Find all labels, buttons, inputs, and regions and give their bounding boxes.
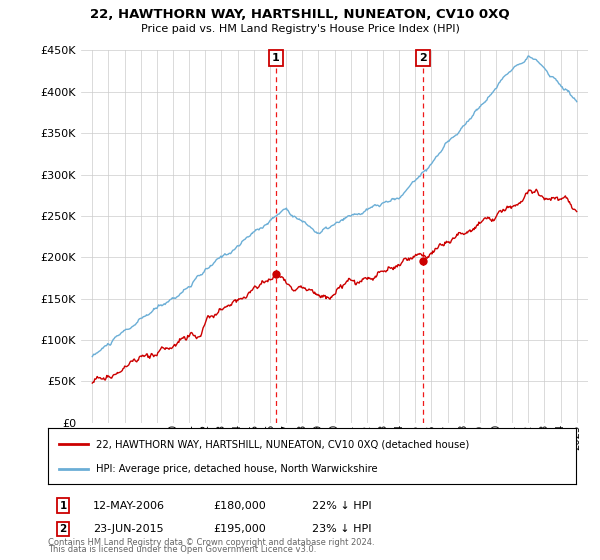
Text: 2: 2 <box>419 53 427 63</box>
Text: 23% ↓ HPI: 23% ↓ HPI <box>312 524 371 534</box>
Text: Price paid vs. HM Land Registry's House Price Index (HPI): Price paid vs. HM Land Registry's House … <box>140 24 460 34</box>
Text: 23-JUN-2015: 23-JUN-2015 <box>93 524 164 534</box>
Text: 12-MAY-2006: 12-MAY-2006 <box>93 501 165 511</box>
Text: This data is licensed under the Open Government Licence v3.0.: This data is licensed under the Open Gov… <box>48 545 316 554</box>
Text: 22% ↓ HPI: 22% ↓ HPI <box>312 501 371 511</box>
Text: 1: 1 <box>272 53 280 63</box>
Text: HPI: Average price, detached house, North Warwickshire: HPI: Average price, detached house, Nort… <box>95 464 377 474</box>
Text: 22, HAWTHORN WAY, HARTSHILL, NUNEATON, CV10 0XQ (detached house): 22, HAWTHORN WAY, HARTSHILL, NUNEATON, C… <box>95 439 469 449</box>
Text: 22, HAWTHORN WAY, HARTSHILL, NUNEATON, CV10 0XQ: 22, HAWTHORN WAY, HARTSHILL, NUNEATON, C… <box>90 8 510 21</box>
Text: 2: 2 <box>59 524 67 534</box>
Text: £180,000: £180,000 <box>213 501 266 511</box>
Text: £195,000: £195,000 <box>213 524 266 534</box>
Text: Contains HM Land Registry data © Crown copyright and database right 2024.: Contains HM Land Registry data © Crown c… <box>48 538 374 547</box>
Text: 1: 1 <box>59 501 67 511</box>
